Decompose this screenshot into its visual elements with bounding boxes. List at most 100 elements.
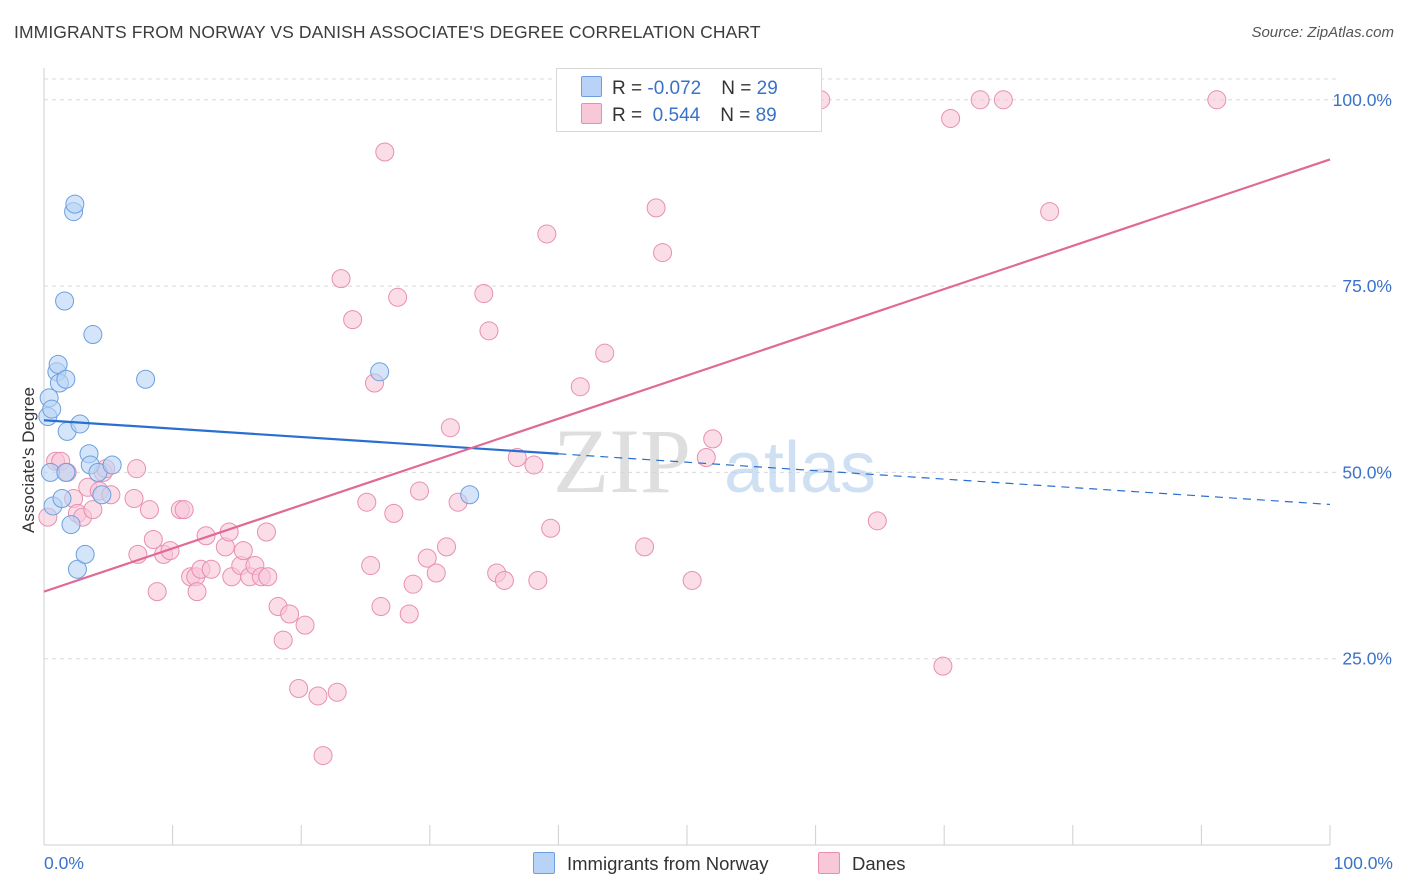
danes-point: [703, 429, 723, 449]
danes-point: [289, 679, 309, 699]
legend-n-value: 89: [755, 105, 777, 126]
danes-point: [696, 448, 716, 467]
norway-trend-extension: [558, 453, 1331, 506]
danes-point: [273, 630, 293, 650]
danes-point: [295, 615, 315, 635]
danes-point: [537, 224, 557, 244]
danes-point: [384, 503, 404, 523]
danes-point: [494, 570, 514, 590]
y-tick-label: 100.0%: [1333, 90, 1392, 110]
danes-point: [474, 284, 494, 304]
y-axis-label: Associate's Degree: [19, 387, 38, 533]
danes-point: [403, 574, 423, 594]
danes-point: [595, 343, 615, 363]
watermark-zip: ZIP: [553, 410, 691, 512]
danes-point: [258, 567, 278, 587]
danes-point: [646, 198, 666, 218]
danes-point: [541, 518, 561, 538]
norway-trend-line: [43, 419, 559, 455]
series-legend: Immigrants from Norway Danes: [0, 852, 1406, 878]
danes-point: [233, 541, 253, 561]
danes-point: [331, 269, 351, 289]
danes-point: [1040, 202, 1060, 222]
danes-point: [357, 492, 377, 512]
trend-lines: [43, 158, 1331, 593]
source-label: Source: ZipAtlas.com: [1251, 24, 1394, 41]
watermark-atlas: atlas: [724, 428, 876, 508]
danes-point: [437, 537, 457, 557]
norway-point: [48, 354, 68, 374]
danes-point: [507, 448, 527, 467]
danes-point: [143, 529, 163, 549]
series-swatch-norway: [533, 852, 555, 874]
watermark: ZIP atlas: [553, 410, 876, 512]
y-tick-label: 50.0%: [1342, 462, 1392, 482]
axes: [43, 68, 1331, 846]
danes-point: [280, 604, 300, 624]
legend-n-label: N =: [721, 78, 757, 99]
danes-point: [313, 746, 333, 766]
danes-point: [440, 418, 460, 438]
danes-point: [160, 541, 180, 561]
legend-row-danes: R = 0.544 N = 89: [581, 103, 777, 126]
danes-point: [653, 243, 673, 263]
norway-point: [67, 559, 87, 579]
danes-point: [196, 526, 216, 546]
danes-point: [139, 500, 159, 520]
danes-point: [256, 522, 276, 542]
norway-point: [75, 544, 95, 564]
legend-n-value: 29: [756, 78, 778, 99]
legend-r-label: R =: [612, 78, 648, 99]
legend-r-value: 0.544: [647, 105, 701, 126]
legend-swatch-danes: [581, 103, 602, 124]
norway-point: [61, 515, 81, 535]
norway-point: [460, 485, 480, 505]
danes-point: [933, 656, 953, 676]
legend-item-danes: Danes: [818, 852, 905, 875]
danes-point: [124, 488, 144, 508]
norway-point: [55, 291, 75, 311]
danes-point: [147, 582, 167, 602]
danes-point: [682, 570, 702, 590]
danes-point: [361, 556, 381, 576]
legend-item-norway: Immigrants from Norway: [533, 852, 768, 875]
norway-point: [52, 488, 72, 508]
legend-row-norway: R = -0.072 N = 29: [581, 76, 778, 99]
legend-r-value: -0.072: [647, 78, 702, 99]
legend-label-norway: Immigrants from Norway: [567, 853, 769, 874]
legend-n-label: N =: [720, 105, 756, 126]
danes-point: [479, 321, 499, 341]
chart-title: IMMIGRANTS FROM NORWAY VS DANISH ASSOCIA…: [14, 22, 761, 42]
norway-point: [65, 194, 85, 214]
danes-point: [417, 548, 437, 568]
series-swatch-danes: [818, 852, 840, 874]
norway-point: [92, 485, 112, 505]
norway-point: [56, 369, 76, 389]
danes-point: [410, 481, 430, 501]
danes-point: [993, 90, 1013, 110]
danes-point: [343, 310, 363, 330]
norway-points: [38, 194, 480, 579]
legend-label-danes: Danes: [852, 853, 906, 874]
danes-point: [570, 377, 590, 397]
danes-point: [399, 604, 419, 624]
danes-point: [187, 582, 207, 602]
danes-point: [371, 597, 391, 617]
norway-point: [370, 362, 390, 382]
danes-point: [524, 455, 544, 475]
danes-point: [327, 682, 347, 702]
danes-point: [426, 563, 446, 583]
danes-point: [127, 459, 147, 479]
legend-r-label: R =: [612, 105, 648, 126]
tick-labels: 25.0% 50.0% 75.0% 100.0% 0.0% 100.0%: [44, 90, 1393, 873]
danes-point: [1207, 90, 1227, 110]
danes-point: [174, 500, 194, 520]
y-tick-label: 75.0%: [1342, 276, 1392, 296]
norway-point: [83, 325, 103, 345]
y-tick-label: 25.0%: [1342, 649, 1392, 669]
danes-point: [308, 686, 328, 706]
norway-point: [42, 399, 62, 419]
danes-point: [388, 287, 408, 307]
x-tick-label: 0.0%: [44, 853, 84, 873]
